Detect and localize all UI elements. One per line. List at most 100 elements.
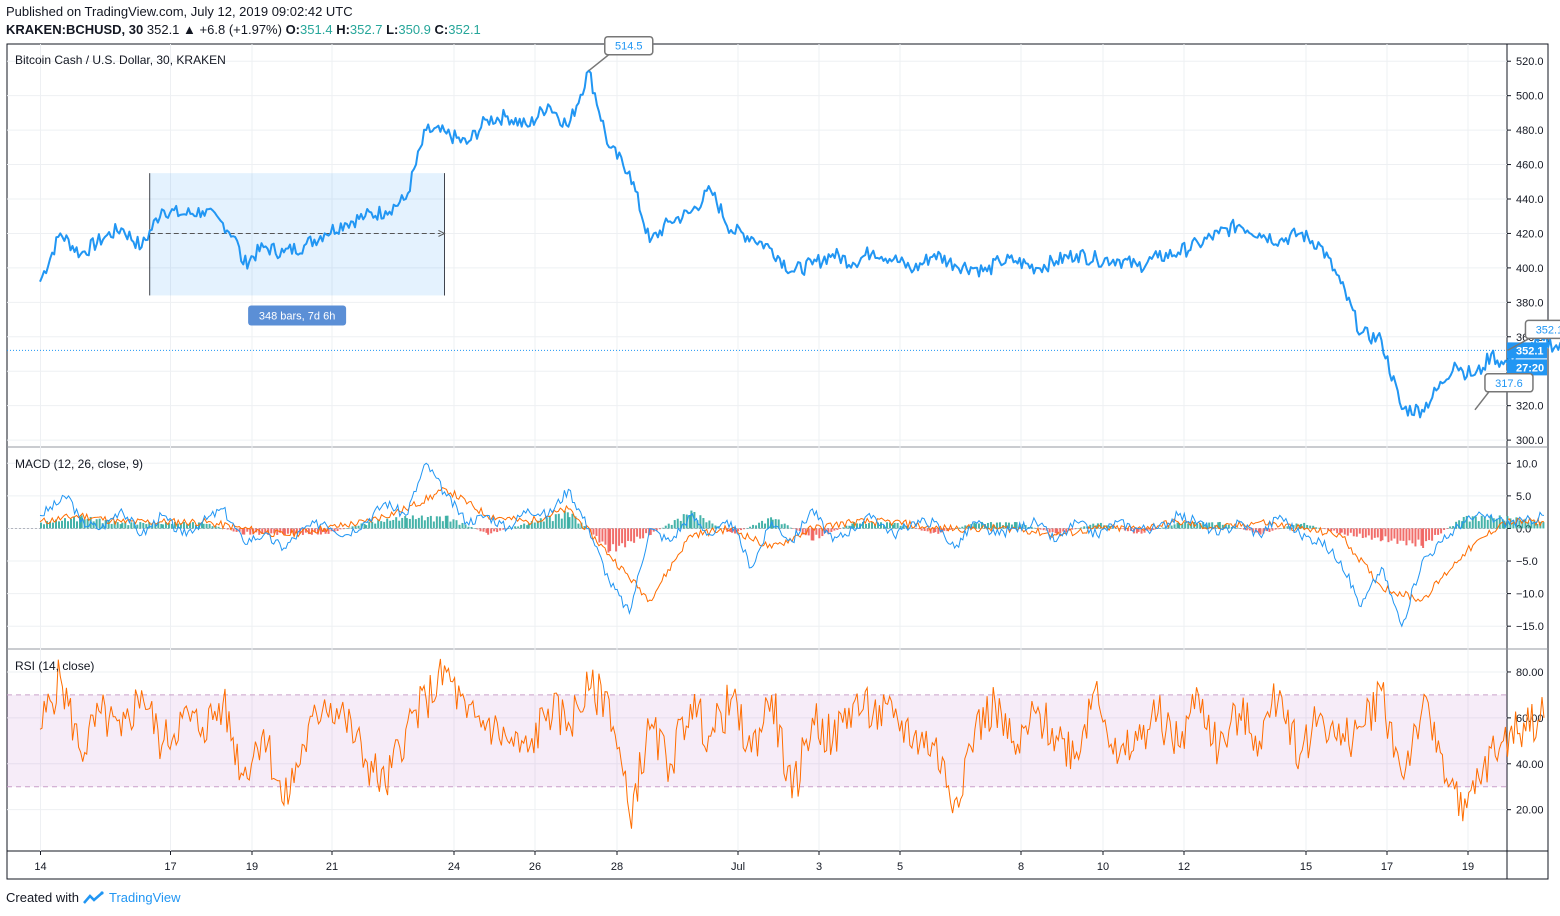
macd-histogram-bar — [670, 524, 673, 529]
measure-arrow-icon — [438, 229, 446, 237]
macd-histogram-bar — [1158, 528, 1161, 529]
macd-histogram-bar — [702, 518, 705, 529]
macd-histogram-bar — [363, 523, 366, 529]
macd-histogram-bar — [446, 515, 449, 529]
callout-box — [1524, 319, 1560, 340]
time-tick-label: 26 — [529, 861, 541, 873]
macd-histogram-bar — [627, 528, 630, 541]
macd-histogram-bar — [1449, 526, 1452, 529]
macd-histogram-bar — [76, 521, 78, 529]
macd-histogram-bar — [438, 516, 441, 529]
macd-histogram-bar — [1286, 526, 1289, 529]
macd-histogram-bar — [389, 520, 392, 529]
macd-histogram-bar — [1257, 528, 1260, 533]
macd-histogram-bar — [615, 528, 618, 552]
macd-histogram-bar — [1408, 528, 1411, 541]
macd-histogram-bar — [533, 522, 536, 529]
macd-histogram-bar — [989, 522, 992, 529]
macd-histogram-bar — [435, 516, 438, 529]
rsi-tick-label: 80.00 — [1516, 667, 1544, 679]
close-value: 352.1 — [448, 22, 481, 37]
macd-histogram-bar — [95, 519, 98, 529]
macd-histogram-bar — [1230, 526, 1233, 529]
macd-histogram-bar — [1114, 527, 1117, 529]
macd-histogram-bar — [514, 526, 517, 529]
macd-histogram-bar — [1283, 527, 1286, 529]
macd-histogram-bar — [1190, 523, 1193, 529]
rsi-line — [39, 658, 1545, 829]
macd-histogram-bar — [764, 523, 767, 529]
macd-histogram-bar — [130, 522, 133, 529]
macd-histogram-bar — [86, 518, 89, 529]
macd-histogram-bar — [124, 522, 127, 529]
callout-label: 317.6 — [1495, 378, 1523, 390]
macd-histogram-bar — [392, 519, 395, 529]
macd-histogram-bar — [1292, 525, 1295, 529]
macd-histogram-bar — [1452, 526, 1455, 529]
countdown-label: 27:20 — [1516, 362, 1544, 374]
macd-histogram-bar — [261, 528, 264, 534]
macd-histogram-bar — [902, 525, 905, 529]
macd-histogram-bar — [815, 528, 818, 535]
macd-histogram-bar — [1501, 519, 1504, 529]
macd-histogram-bar — [1321, 528, 1324, 529]
macd-histogram-bar — [357, 525, 360, 529]
price-tick-label: 500.0 — [1516, 91, 1544, 103]
macd-histogram-bar — [1434, 528, 1437, 535]
macd-histogram-bar — [188, 522, 191, 529]
last-price-tag — [1507, 342, 1547, 359]
macd-histogram-bar — [688, 515, 691, 529]
macd-histogram-bar — [612, 528, 615, 545]
macd-histogram-bar — [845, 525, 848, 529]
rsi-tick-label: 60.00 — [1516, 713, 1544, 725]
macd-histogram-bar — [992, 524, 995, 529]
macd-histogram-bar — [696, 520, 699, 529]
time-tick-label: 8 — [1018, 861, 1024, 873]
macd-histogram-bar — [711, 523, 714, 529]
macd-histogram-bar — [238, 528, 241, 532]
macd-histogram-bar — [339, 528, 342, 530]
macd-histogram-bar — [526, 525, 529, 529]
macd-histogram-bar — [145, 524, 148, 529]
macd-histogram-bar — [1176, 522, 1179, 529]
macd-histogram-bar — [583, 526, 586, 529]
macd-histogram-bar — [286, 528, 289, 534]
symbol-label: KRAKEN:BCHUSD, 30 — [6, 22, 144, 37]
macd-histogram-bar — [1217, 522, 1220, 529]
macd-histogram-bar — [432, 521, 435, 529]
macd-histogram-bar — [46, 521, 48, 529]
measure-label-box — [248, 305, 347, 326]
macd-histogram-bar — [1199, 522, 1202, 529]
macd-histogram-bar — [1527, 522, 1530, 529]
macd-histogram-bar — [780, 524, 783, 529]
macd-histogram-bar — [333, 528, 336, 532]
time-tick-label: 17 — [1381, 861, 1393, 873]
macd-histogram-bar — [1080, 527, 1083, 529]
callout-label: 514.5 — [615, 41, 643, 53]
macd-histogram-bar — [920, 528, 923, 531]
macd-histogram-bar — [774, 519, 777, 529]
time-tick-label: Jul — [731, 861, 745, 873]
tradingview-brand[interactable]: TradingView — [108, 890, 181, 905]
macd-histogram-bar — [452, 519, 455, 529]
macd-histogram-bar — [1512, 520, 1515, 529]
macd-histogram-bar — [170, 523, 173, 529]
macd-histogram-bar — [1277, 528, 1280, 530]
macd-histogram-bar — [374, 523, 377, 529]
macd-histogram-bar — [264, 528, 267, 533]
macd-histogram-bar — [444, 515, 447, 529]
macd-histogram-bar — [371, 521, 374, 529]
macd-histogram-bar — [1173, 524, 1176, 529]
macd-histogram-bar — [136, 524, 139, 529]
macd-histogram-bar — [1471, 516, 1474, 529]
macd-histogram-bar — [487, 528, 490, 535]
macd-histogram-bar — [1411, 528, 1414, 544]
macd-histogram-bar — [223, 528, 226, 529]
macd-histogram-bar — [1170, 525, 1173, 529]
price-tick-label: 300.0 — [1516, 435, 1544, 447]
macd-histogram-bar — [1312, 525, 1315, 529]
macd-histogram-bar — [1039, 528, 1042, 530]
macd-histogram-bar — [1393, 528, 1396, 539]
macd-histogram-bar — [1542, 522, 1545, 529]
